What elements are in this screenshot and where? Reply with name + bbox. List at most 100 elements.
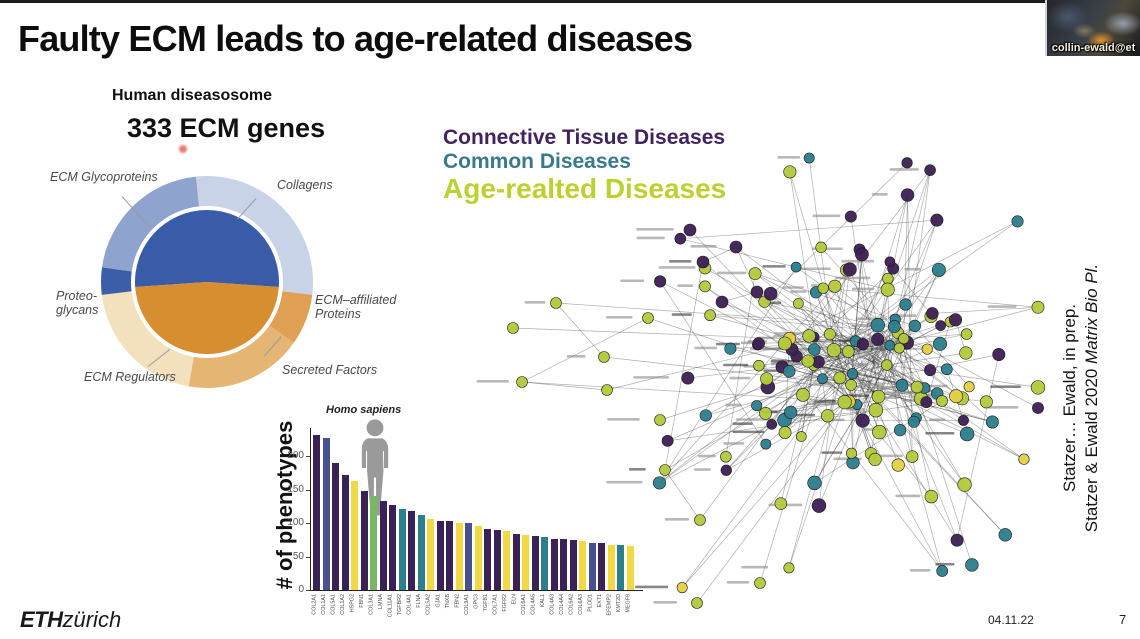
bar — [588, 542, 596, 590]
bar — [398, 508, 406, 590]
bar — [351, 481, 358, 590]
bar — [503, 531, 510, 590]
bar-chart-x-labels: COL2A1 COL1A1 COL5A1 COL1A2 HSPG2 FBN1 COL3A1 L… — [312, 594, 632, 618]
svg-text:COL4A5: COL4A5 — [530, 594, 536, 615]
y-tick-mark — [306, 489, 310, 491]
bar — [341, 475, 349, 590]
bar — [560, 539, 567, 590]
svg-text:ELN: ELN — [511, 594, 517, 605]
svg-text:KAL1: KAL1 — [540, 594, 546, 607]
svg-text:MEGF8: MEGF8 — [626, 594, 632, 613]
donut-label-collagens: Collagens — [277, 178, 333, 192]
footer-date: 04.11.22 — [988, 613, 1034, 627]
svg-text:GPC3: GPC3 — [473, 594, 479, 609]
donut-label-secreted: Secreted Factors — [282, 363, 378, 377]
bar — [598, 543, 605, 590]
legend-age-related-diseases: Age-realted Diseases — [443, 173, 727, 205]
svg-text:TGFB1: TGFB1 — [483, 594, 489, 611]
svg-text:LMNA: LMNA — [378, 594, 384, 609]
bar — [446, 521, 453, 590]
bar — [493, 529, 501, 590]
bar — [322, 437, 330, 590]
svg-text:COL2A1: COL2A1 — [312, 594, 318, 615]
donut-label-glycoproteins: ECM Glycoproteins — [50, 170, 158, 184]
citation-line-1: Statzer… Ewald, in prep. — [1060, 303, 1079, 493]
laser-pointer-dot — [179, 145, 187, 153]
bar — [569, 539, 577, 590]
legend-connective-tissue-diseases: Connective Tissue Diseases — [443, 126, 726, 149]
bar — [313, 435, 320, 590]
bar — [522, 534, 529, 590]
svg-text:EXT1: EXT1 — [597, 594, 603, 607]
bar — [579, 541, 586, 590]
bar — [550, 538, 558, 590]
species-label: Homo sapiens — [326, 404, 402, 416]
bar — [541, 537, 548, 590]
svg-text:FBN1: FBN1 — [359, 594, 365, 608]
svg-text:COL7A1: COL7A1 — [492, 594, 498, 615]
bar — [417, 514, 425, 590]
bar — [408, 511, 415, 590]
svg-text:HSPG2: HSPG2 — [350, 594, 356, 612]
svg-text:COL4A1: COL4A1 — [407, 594, 413, 615]
bar-chart-plot-area — [310, 428, 643, 591]
human-silhouette-icon — [361, 419, 389, 516]
svg-text:COL1A2: COL1A2 — [340, 594, 346, 615]
bar — [484, 528, 491, 590]
y-tick-mark — [306, 590, 310, 591]
citation-sidebar: Statzer… Ewald, in prep. Statzer & Ewald… — [1059, 173, 1105, 623]
svg-text:COL6A3: COL6A3 — [578, 594, 584, 615]
svg-text:COL9A1: COL9A1 — [464, 594, 470, 615]
eth-zurich-logo: ETHzürich — [20, 607, 122, 632]
bar — [626, 545, 634, 590]
svg-text:FBN2: FBN2 — [454, 594, 460, 608]
matrisome-donut-chart — [101, 176, 313, 388]
svg-text:PLOD1: PLOD1 — [588, 594, 594, 612]
donut-label-proteoglycans: Proteo- glycans — [56, 289, 99, 317]
svg-text:FLNA: FLNA — [416, 594, 422, 608]
bar — [427, 519, 434, 590]
disease-network-graph — [476, 152, 1046, 609]
bar — [512, 533, 520, 590]
donut-label-regulators: ECM Regulators — [84, 370, 176, 384]
svg-text:COL4A4: COL4A4 — [559, 594, 565, 615]
svg-text:KMT2D: KMT2D — [616, 594, 622, 612]
bar-series — [313, 428, 634, 590]
donut-label-affiliated: ECM–affiliated Proteins — [315, 293, 397, 321]
y-tick-label: 50 — [292, 550, 304, 562]
bar — [455, 522, 463, 590]
bar — [465, 523, 472, 590]
network-legend: Connective Tissue Diseases Common Diseas… — [443, 126, 726, 204]
bar — [617, 545, 624, 590]
webcam-caption: collin-ewald@et — [1051, 42, 1136, 54]
citation-line-2: Statzer & Ewald 2020 Matrix Bio Pl. — [1082, 263, 1101, 533]
y-tick-label: 0 — [298, 584, 304, 595]
svg-text:TNXB: TNXB — [445, 594, 451, 609]
svg-text:FGFR2: FGFR2 — [502, 594, 508, 612]
y-tick-mark — [306, 456, 310, 458]
y-tick-mark — [306, 523, 310, 525]
bar — [332, 463, 339, 590]
svg-text:EFEMP2: EFEMP2 — [607, 594, 613, 616]
svg-text:COL1A1: COL1A1 — [321, 594, 327, 615]
y-tick-label: 200 — [287, 450, 304, 462]
svg-text:TGFBR2: TGFBR2 — [397, 594, 403, 615]
bar — [607, 544, 615, 590]
bar — [360, 491, 368, 590]
diseasome-heading: Human diseasosome — [112, 87, 273, 104]
bar — [389, 504, 396, 590]
svg-text:COL3A1: COL3A1 — [369, 594, 375, 615]
bar — [379, 500, 387, 590]
y-tick-label: 150 — [287, 483, 304, 495]
gene-count-label: 333 ECM genes — [127, 113, 326, 143]
svg-text:COL6A1: COL6A1 — [521, 594, 527, 615]
y-tick-mark — [306, 556, 310, 558]
svg-text:COL4A3: COL4A3 — [550, 594, 556, 615]
webcam-thumbnail[interactable]: collin-ewald@et — [1045, 0, 1140, 56]
y-tick-label: 100 — [287, 517, 304, 529]
svg-text:GJA1: GJA1 — [435, 594, 441, 607]
legend-common-diseases: Common Diseases — [443, 149, 631, 173]
slide-title: Faulty ECM leads to age-related diseases — [18, 18, 693, 59]
page-number: 7 — [1119, 612, 1127, 627]
